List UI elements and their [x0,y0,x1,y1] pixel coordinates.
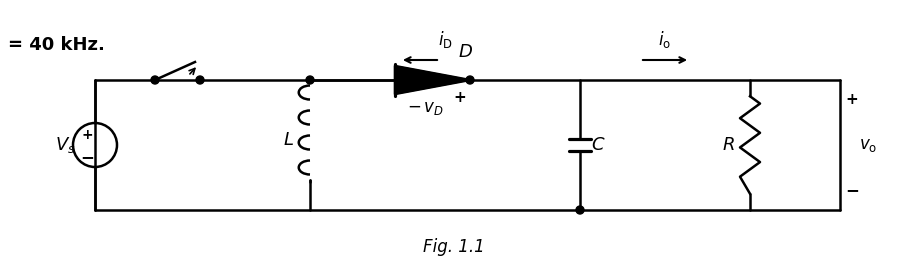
Text: $L$: $L$ [282,131,293,149]
Text: $V_s$: $V_s$ [54,135,75,155]
Text: $C$: $C$ [591,136,606,154]
Text: −: − [845,181,859,199]
Text: $D$: $D$ [458,43,472,61]
Circle shape [576,206,584,214]
Circle shape [466,76,474,84]
Text: $i_\mathrm{D}$: $i_\mathrm{D}$ [438,29,452,50]
Text: $v_\mathrm{o}$: $v_\mathrm{o}$ [859,136,877,154]
Text: $-\,v_D$: $-\,v_D$ [407,99,443,117]
Text: $i_\mathrm{o}$: $i_\mathrm{o}$ [658,29,672,50]
Text: +: + [845,92,858,108]
Circle shape [306,76,314,84]
Text: = 40 kHz.: = 40 kHz. [8,36,105,54]
Text: +: + [454,91,467,105]
Text: Fig. 1.1: Fig. 1.1 [423,238,485,256]
Polygon shape [395,66,470,94]
Circle shape [151,76,159,84]
Text: −: − [80,148,94,166]
Text: +: + [81,128,93,142]
Circle shape [196,76,204,84]
Text: $R$: $R$ [722,136,735,154]
